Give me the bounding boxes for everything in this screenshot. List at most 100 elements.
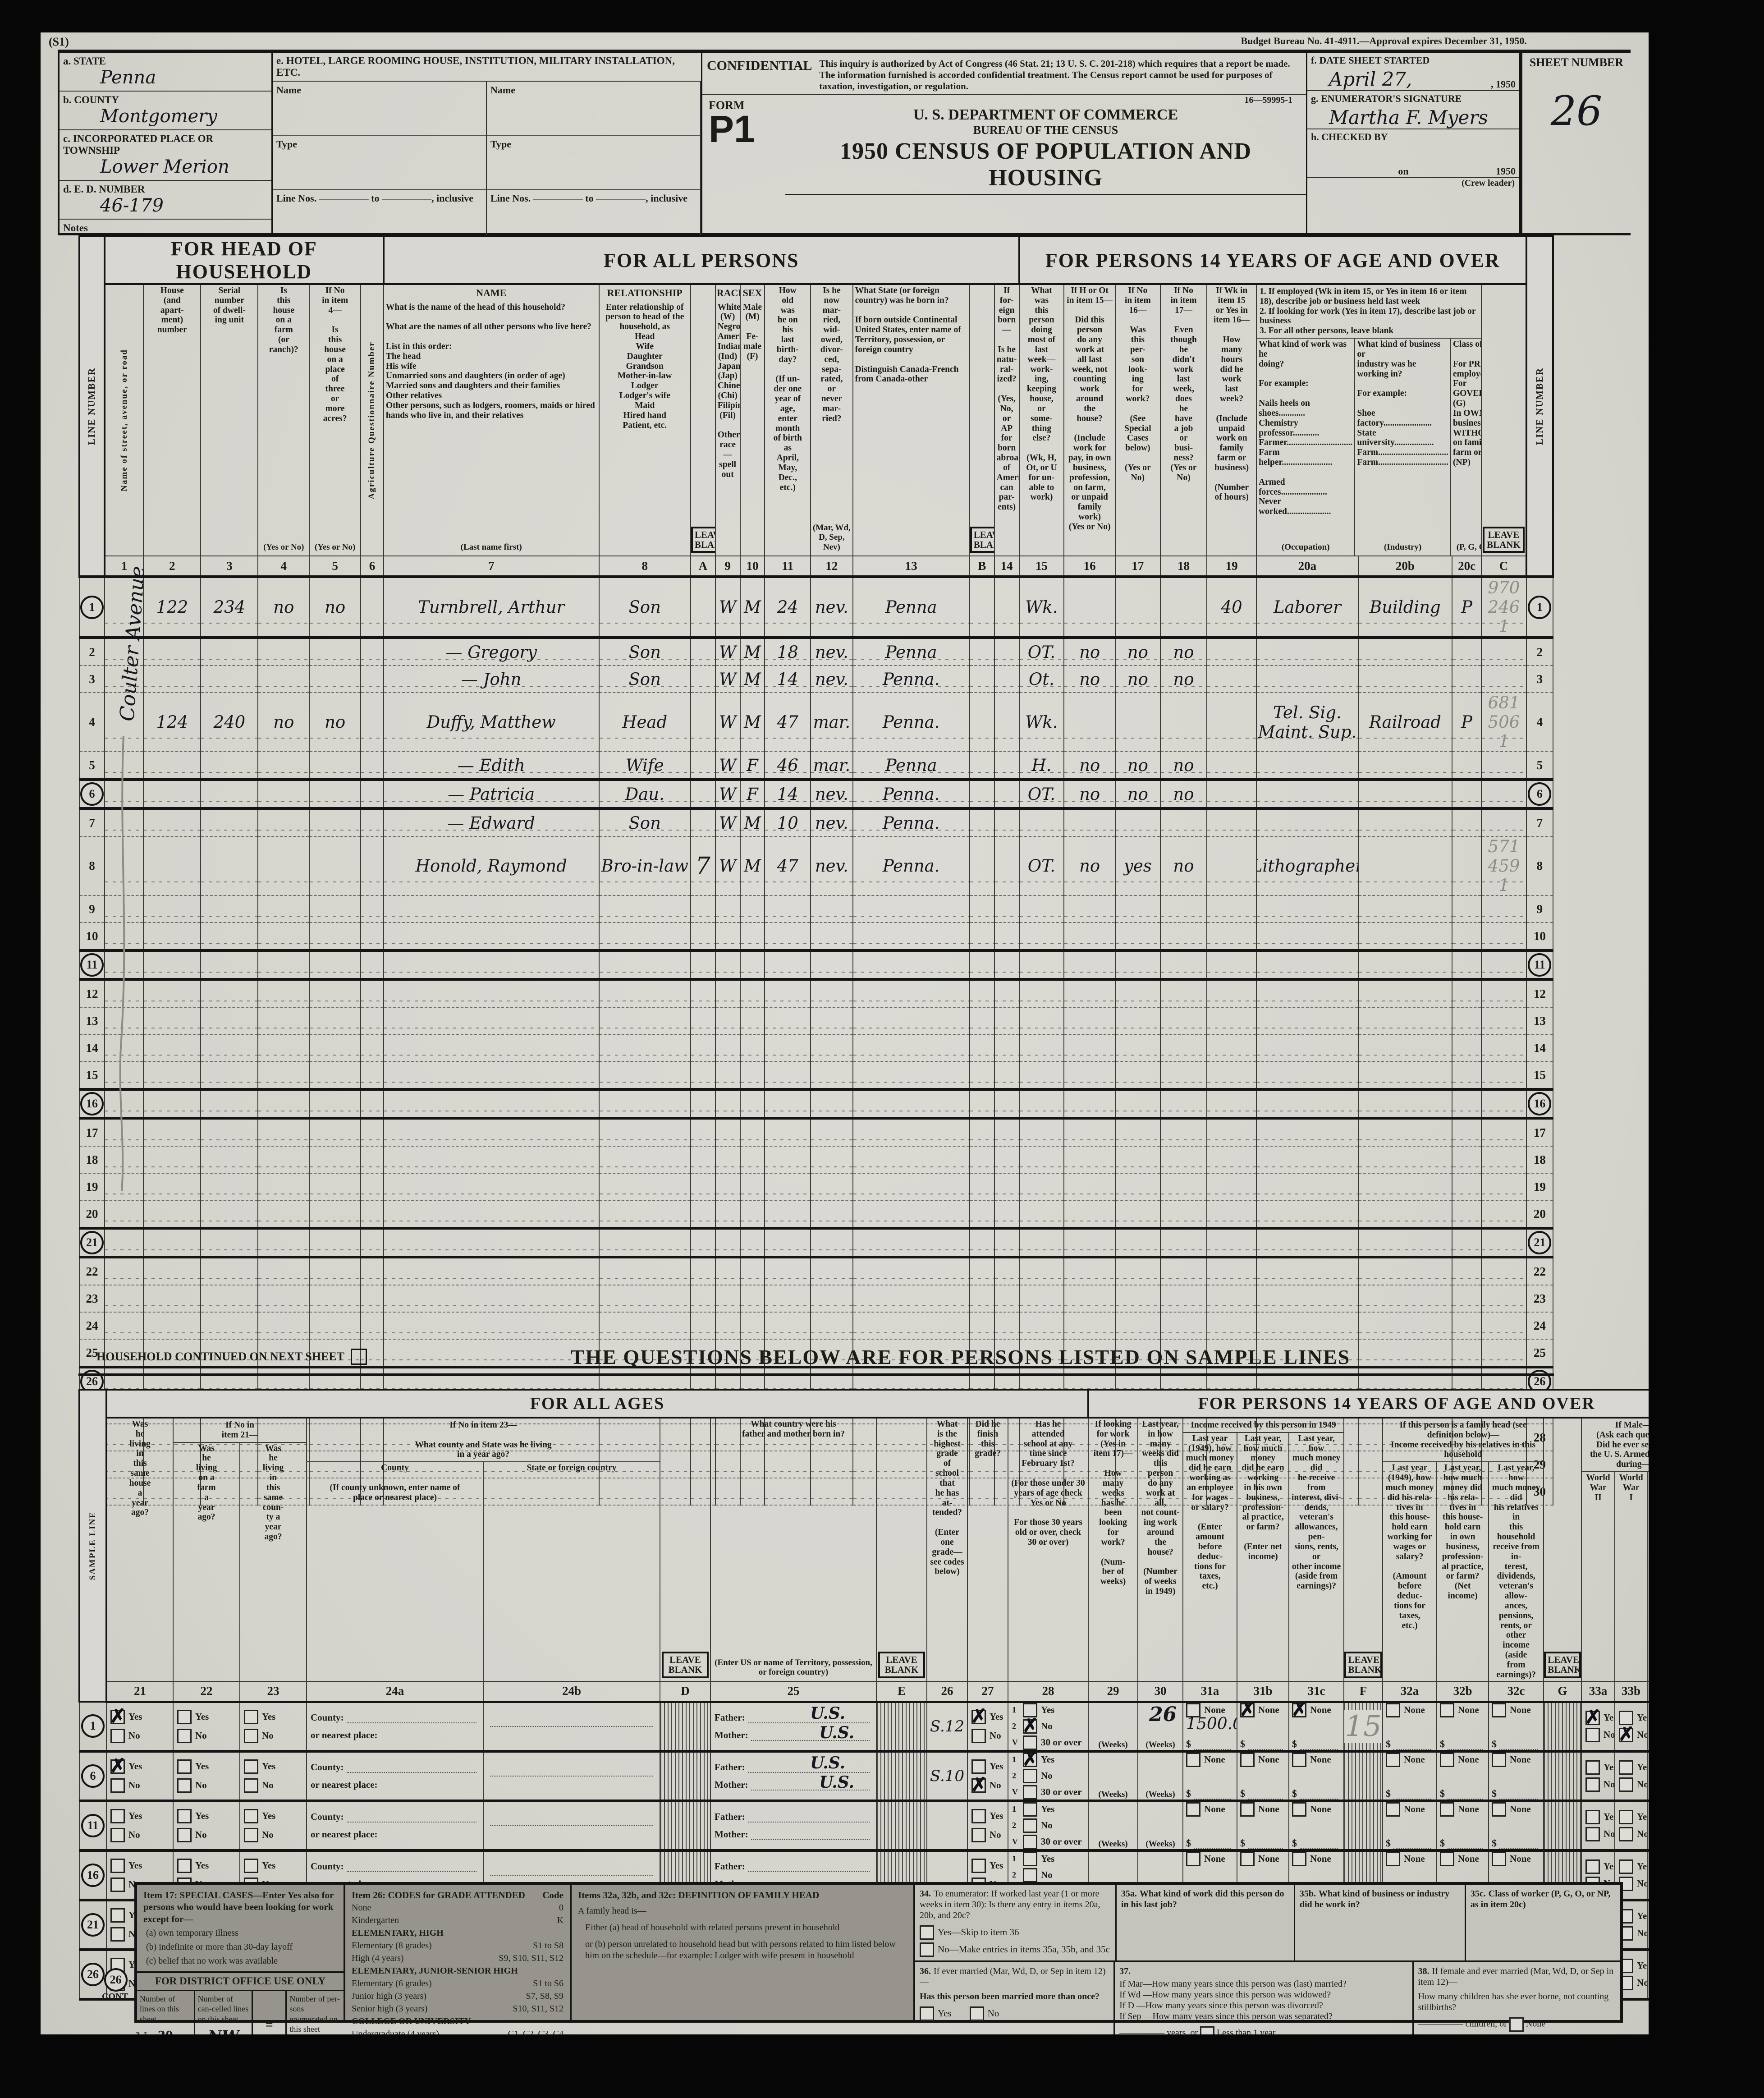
cell-c23-row1: Yes No bbox=[239, 1702, 307, 1753]
cell-w16-line16 bbox=[1063, 1088, 1116, 1120]
cell-c32b-row11: None $ bbox=[1436, 1800, 1489, 1852]
cell-w17-line3: no bbox=[1115, 666, 1161, 693]
person-row-4: 4 124 240 no no Duffy, Matthew Head W M 47 mar. Pen… bbox=[79, 693, 1554, 752]
cell-name-line6: — Patricia bbox=[383, 778, 600, 810]
cell-age-line19 bbox=[764, 1173, 811, 1201]
cell-B-line15 bbox=[969, 1061, 995, 1090]
cell-nat-line22 bbox=[994, 1257, 1020, 1285]
cell-ind-line25 bbox=[1357, 1339, 1453, 1368]
cell-w17-line21 bbox=[1115, 1227, 1161, 1258]
col-nat-header: If for- eign born— Is he natu- ral- ized… bbox=[994, 284, 1020, 556]
hotel-col-2: Name Type Line Nos. ————— to —————, incl… bbox=[487, 82, 701, 244]
cell-w18-line7 bbox=[1159, 808, 1208, 837]
cell-ind-line5 bbox=[1357, 752, 1453, 780]
cell-B-line4 bbox=[969, 693, 995, 752]
cell-acres-line24 bbox=[309, 1312, 362, 1340]
cell-house-line6 bbox=[143, 778, 202, 810]
corner-mark: (S1) bbox=[49, 35, 69, 48]
cell-born-line17 bbox=[852, 1118, 970, 1147]
cell-born-line19 bbox=[852, 1173, 970, 1201]
cell-A-line14 bbox=[690, 1034, 716, 1062]
bottom-section-row: SAMPLE LINE FOR ALL AGES FOR PERSONS 14 … bbox=[78, 1388, 1649, 1703]
cell-occ-line1: Laborer bbox=[1256, 575, 1359, 639]
cell-c27-row6: Yes ✗ No bbox=[967, 1751, 1008, 1802]
cell-acres-line20 bbox=[309, 1200, 362, 1229]
cell-farm-line2 bbox=[257, 638, 310, 666]
cell-farm-line9 bbox=[257, 895, 310, 923]
continued-band: HOUSEHOLD CONTINUED ON NEXT SHEET THE QU… bbox=[78, 1340, 1554, 1376]
cell-age-line3: 14 bbox=[764, 666, 811, 693]
cell-name-line25 bbox=[383, 1339, 600, 1368]
cell-farm-line12 bbox=[257, 979, 310, 1008]
cell-cls-line6 bbox=[1452, 778, 1482, 810]
cell-w17-line6: no bbox=[1115, 778, 1161, 810]
cell-B-line8 bbox=[969, 836, 995, 896]
cell-acres-line5 bbox=[309, 752, 362, 780]
cell-occ-line23 bbox=[1256, 1285, 1359, 1313]
cell-sex-line21 bbox=[739, 1227, 765, 1258]
cell-B-line25 bbox=[969, 1339, 995, 1368]
cell-serial-line20 bbox=[200, 1200, 259, 1229]
cell-born-line11 bbox=[852, 949, 970, 981]
cell-agri-line2 bbox=[360, 638, 384, 666]
cell-w15-line15 bbox=[1018, 1061, 1065, 1090]
cell-agri-line4 bbox=[360, 693, 384, 752]
cell-nat-line1 bbox=[994, 575, 1020, 639]
person-row-1: SAM-PLELINE1122234nonoTurnbrell, ArthurS… bbox=[79, 575, 1554, 639]
cell-street-line23 bbox=[104, 1285, 144, 1313]
cell-cls-line9 bbox=[1452, 895, 1482, 923]
cell-acres-line10 bbox=[309, 923, 362, 951]
cell-serial-line16 bbox=[200, 1088, 259, 1120]
cell-cls-line13 bbox=[1452, 1007, 1482, 1035]
cell-grade-row6: S.10 bbox=[926, 1751, 968, 1802]
cell-agri-line11 bbox=[360, 949, 384, 981]
cell-street-line18 bbox=[104, 1146, 144, 1174]
cell-31a-row11: None $ bbox=[1182, 1800, 1238, 1852]
col-w18-header: If No in item 17— Even though he didn't … bbox=[1159, 284, 1208, 556]
cell-cls-line19 bbox=[1452, 1173, 1482, 1201]
top-section-row: LINE NUMBER FOR HEAD OF HOUSEHOLD FOR AL… bbox=[78, 235, 1554, 578]
cell-farm-line7 bbox=[257, 808, 310, 837]
cell-w17-line19 bbox=[1115, 1173, 1161, 1201]
county-value: Montgomery bbox=[60, 106, 271, 130]
cell-B-line11 bbox=[969, 949, 995, 981]
cell-nat-line25 bbox=[994, 1339, 1020, 1368]
cell-nat-line16 bbox=[994, 1088, 1020, 1120]
col-farm-header: Is this house on a farm (or ranch)? (Yes … bbox=[257, 284, 310, 556]
cell-acres-line7 bbox=[309, 808, 362, 837]
cell-C-line17 bbox=[1481, 1118, 1527, 1147]
cell-farm-line22 bbox=[257, 1257, 310, 1285]
cell-house-line8 bbox=[143, 836, 202, 896]
col-age-header: How old was he on his last birth- day? (… bbox=[764, 284, 811, 556]
cell-mar-line10 bbox=[810, 923, 853, 951]
cell-street-line8 bbox=[104, 836, 144, 896]
stock-number: 16—59995-1 bbox=[1244, 95, 1292, 105]
cell-name-line12 bbox=[383, 979, 600, 1008]
cell-age-line24 bbox=[764, 1312, 811, 1340]
col-20-group-header: 1. If employed (Wk in item 15, or Yes in… bbox=[1256, 284, 1482, 556]
cell-age-line20 bbox=[764, 1200, 811, 1229]
cell-serial-line18 bbox=[200, 1146, 259, 1174]
cell-ind-line10 bbox=[1357, 923, 1453, 951]
cell-w17-line14 bbox=[1115, 1034, 1161, 1062]
cell-rel-line9 bbox=[598, 895, 691, 923]
person-row-24: 24 24 bbox=[79, 1312, 1554, 1340]
cell-w16-line9 bbox=[1063, 895, 1116, 923]
cell-A-line17 bbox=[690, 1118, 716, 1147]
cell-w17-line16 bbox=[1115, 1088, 1161, 1120]
cell-occ-line18 bbox=[1256, 1146, 1359, 1174]
cell-A-line5 bbox=[690, 752, 716, 780]
cell-name-line16 bbox=[383, 1088, 600, 1120]
cell-farm-line16 bbox=[257, 1088, 310, 1120]
cell-age-line6: 14 bbox=[764, 778, 811, 810]
cell-cls-line22 bbox=[1452, 1257, 1482, 1285]
cell-mar-line7: nev. bbox=[810, 808, 853, 837]
cell-name-line15 bbox=[383, 1061, 600, 1090]
cell-C-line24 bbox=[1481, 1312, 1527, 1340]
cell-ind-line19 bbox=[1357, 1173, 1453, 1201]
cell-cls-line15 bbox=[1452, 1061, 1482, 1090]
